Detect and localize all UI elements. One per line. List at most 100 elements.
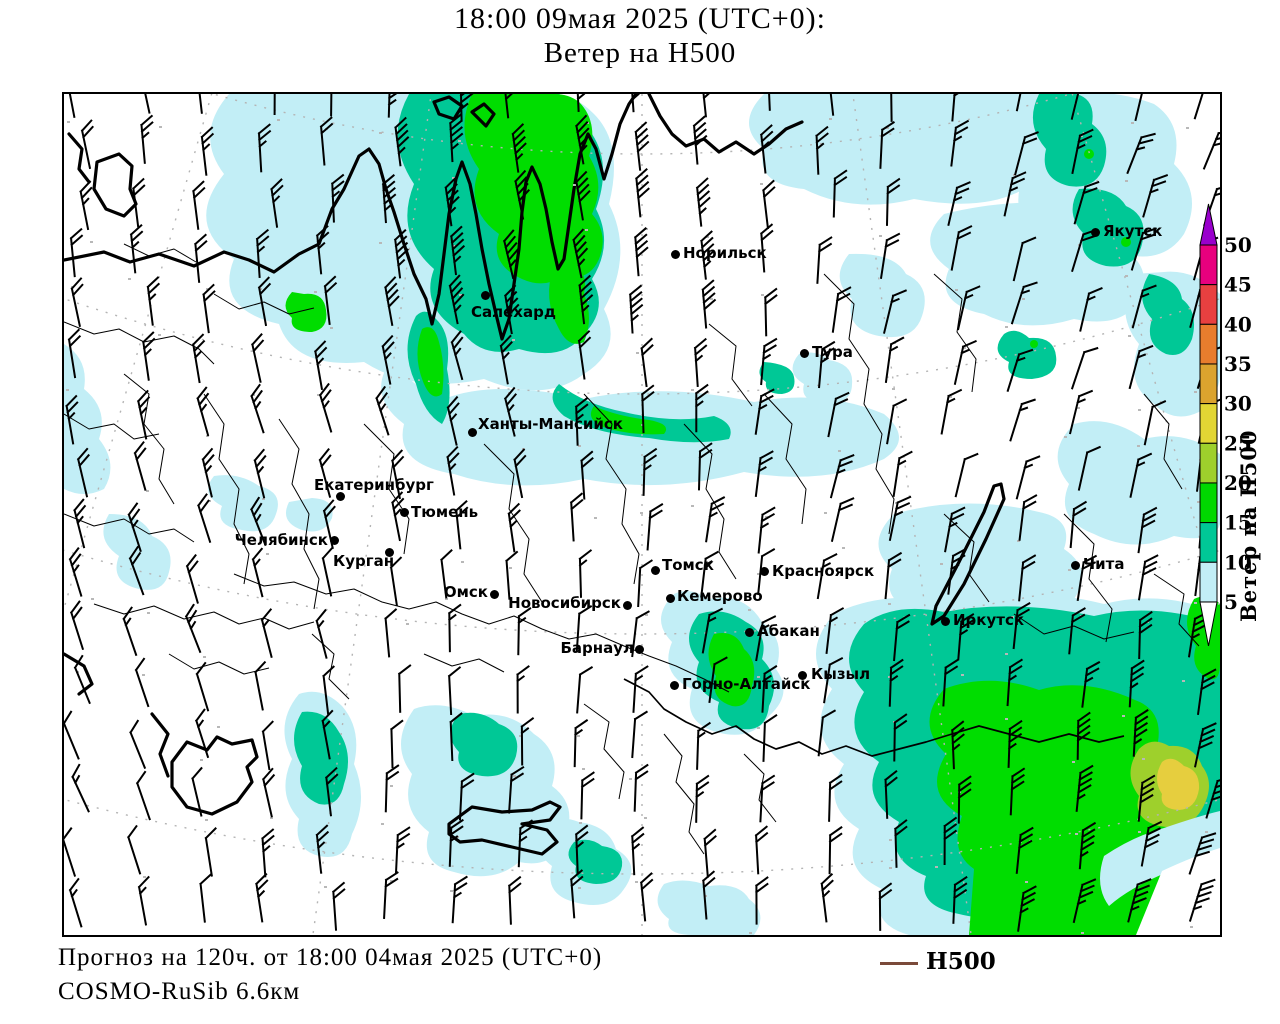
terrain-speck bbox=[1025, 881, 1028, 883]
wind-barb bbox=[122, 606, 138, 657]
wind-barb bbox=[384, 764, 400, 813]
wind-barb bbox=[71, 763, 90, 813]
forecast-info: Прогноз на 120ч. от 18:00 04мая 2025 (UT… bbox=[58, 944, 603, 971]
wind-barb bbox=[65, 94, 80, 118]
terrain-speck bbox=[390, 880, 393, 882]
colorbar-band-15-20 bbox=[1199, 482, 1218, 524]
terrain-speck bbox=[1205, 831, 1208, 833]
terrain-speck bbox=[761, 294, 764, 296]
wind-barb bbox=[146, 276, 161, 326]
wind-barb bbox=[64, 827, 77, 877]
wind-barb bbox=[511, 123, 527, 173]
wind-barb bbox=[1015, 455, 1041, 500]
colorbar-under-arrow bbox=[1199, 601, 1218, 647]
terrain-speck bbox=[710, 298, 713, 300]
terrain-speck bbox=[889, 867, 892, 869]
wind-barb bbox=[575, 170, 591, 221]
wind-barb bbox=[315, 608, 328, 659]
terrain-speck bbox=[577, 735, 580, 737]
wind-barb bbox=[503, 386, 518, 437]
colorbar-tick-label: 35 bbox=[1224, 352, 1252, 376]
wind-barb bbox=[1073, 180, 1100, 225]
city-label-Томск: Томск bbox=[662, 556, 714, 574]
city-dot-Чита bbox=[1071, 561, 1080, 570]
wind-barb bbox=[757, 506, 776, 554]
terrain-speck bbox=[1068, 569, 1071, 571]
terrain-speck bbox=[1077, 407, 1080, 409]
terrain-speck bbox=[519, 735, 522, 737]
wind-barb bbox=[632, 665, 649, 713]
terrain-speck bbox=[940, 563, 943, 565]
terrain-speck bbox=[1005, 718, 1008, 720]
wind-barb bbox=[889, 94, 904, 122]
wind-barb bbox=[633, 227, 649, 277]
terrain-speck bbox=[1190, 926, 1193, 928]
wind-barb bbox=[759, 774, 776, 823]
terrain-speck bbox=[142, 674, 145, 676]
wind-barb bbox=[393, 228, 410, 279]
wind-barb bbox=[126, 824, 142, 875]
colorbar-tick-label: 15 bbox=[1224, 511, 1252, 535]
terrain-speck bbox=[582, 768, 585, 770]
wind-barb bbox=[319, 116, 334, 166]
city-label-Норильск: Норильск bbox=[683, 244, 767, 262]
terrain-speck bbox=[259, 288, 262, 290]
h500-legend-label: H500 bbox=[926, 948, 996, 975]
wind-barb bbox=[260, 608, 273, 659]
wind-barb bbox=[128, 545, 145, 596]
wind-barb bbox=[458, 772, 475, 821]
wind-barb bbox=[65, 394, 79, 445]
terrain-speck bbox=[1017, 540, 1020, 542]
terrain-speck bbox=[640, 512, 643, 514]
wind-barb bbox=[323, 275, 338, 326]
wind-barb bbox=[700, 230, 716, 280]
terrain-speck bbox=[406, 623, 409, 625]
title-datetime: 18:00 09мая 2025 (UTC+0): bbox=[454, 2, 826, 35]
wind-barb bbox=[942, 658, 959, 707]
wind-barb bbox=[440, 548, 453, 599]
wind-barb bbox=[383, 871, 399, 919]
wind-barb bbox=[514, 169, 531, 220]
city-label-Кемерово: Кемерово bbox=[677, 587, 763, 605]
wind-barb bbox=[391, 491, 405, 542]
wind-barb bbox=[69, 600, 85, 651]
wind-barb bbox=[886, 398, 908, 445]
city-dot-Екатеринбург bbox=[336, 492, 345, 501]
wind-barb bbox=[513, 448, 527, 499]
wind-barb bbox=[1134, 94, 1159, 122]
terrain-speck bbox=[379, 132, 382, 134]
colorbar-band-25-30 bbox=[1199, 403, 1218, 444]
wind-barb bbox=[375, 385, 390, 436]
wind-barb bbox=[520, 717, 535, 766]
terrain-speck bbox=[147, 612, 150, 614]
wind-barb bbox=[829, 454, 855, 499]
wind-barb bbox=[76, 447, 90, 498]
terrain-speck bbox=[1146, 229, 1149, 231]
terrain-speck bbox=[1182, 680, 1185, 682]
wind-barb bbox=[1070, 346, 1099, 390]
terrain-speck bbox=[757, 727, 760, 729]
terrain-speck bbox=[935, 866, 938, 868]
terrain-speck bbox=[573, 184, 576, 186]
wind-barb bbox=[196, 386, 210, 437]
wind-barb bbox=[575, 605, 593, 653]
city-dot-Челябинск bbox=[330, 536, 339, 545]
city-label-Кызыл: Кызыл bbox=[811, 665, 871, 683]
wind-barb bbox=[832, 169, 848, 218]
wind-barb bbox=[195, 661, 210, 712]
wind-barb bbox=[204, 827, 217, 877]
colorbar-tick-label: 10 bbox=[1224, 550, 1252, 574]
model-info: COSMO-RuSib 6.6км bbox=[58, 978, 301, 1005]
colorbar-band-5-10 bbox=[1199, 561, 1218, 603]
terrain-speck bbox=[1128, 335, 1131, 337]
wind-barb bbox=[701, 870, 716, 920]
city-label-Барнаул: Барнаул bbox=[560, 639, 634, 657]
wind-barb bbox=[1143, 400, 1167, 446]
wind-barb bbox=[261, 767, 276, 818]
wind-barb bbox=[755, 876, 769, 925]
wind-barb bbox=[569, 869, 584, 919]
wind-barb bbox=[577, 330, 592, 380]
terrain-speck bbox=[459, 294, 462, 296]
city-dot-Курган bbox=[385, 548, 394, 557]
